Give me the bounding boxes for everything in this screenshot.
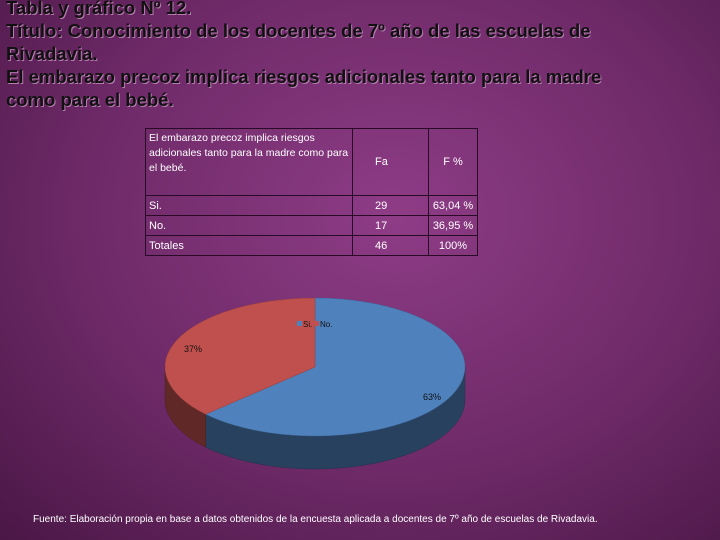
row-fpct: 36,95 % (428, 215, 478, 236)
legend-swatch-si (297, 321, 302, 326)
row-label: Totales (145, 235, 353, 256)
title-line-3: Rivadavia. (6, 43, 98, 64)
table-header-row: El embarazo precoz implica riesgos adici… (145, 128, 478, 196)
source-note: Fuente: Elaboración propia en base a dat… (33, 514, 598, 525)
title-line-1: Tabla y gráfico Nº 12. (6, 0, 192, 18)
pie-chart: 63% 37% Si. No. (164, 297, 466, 470)
legend-swatch-no (314, 321, 319, 326)
pie-slice-si (205, 297, 466, 437)
data-label-no: 37% (184, 344, 202, 354)
slide-title: Tabla y gráfico Nº 12. Título: Conocimie… (6, 0, 706, 111)
table-row: Totales 46 100% (145, 235, 478, 256)
header-question: El embarazo precoz implica riesgos adici… (145, 128, 353, 196)
table-row: No. 17 36,95 % (145, 215, 478, 236)
row-fa: 46 (352, 235, 429, 256)
data-label-si: 63% (423, 392, 441, 402)
row-fa: 17 (352, 215, 429, 236)
title-line-4: El embarazo precoz implica riesgos adici… (6, 66, 602, 87)
header-fpct: F % (428, 128, 478, 196)
table-row: Si. 29 63,04 % (145, 195, 478, 216)
pie-slice-no (164, 297, 316, 415)
frequency-table: El embarazo precoz implica riesgos adici… (145, 128, 478, 256)
header-fa: Fa (352, 128, 429, 196)
row-label: Si. (145, 195, 353, 216)
legend-label-si: Si. (303, 320, 312, 329)
legend-label-no: No. (320, 320, 332, 329)
row-label: No. (145, 215, 353, 236)
row-fpct: 63,04 % (428, 195, 478, 216)
row-fpct: 100% (428, 235, 478, 256)
title-line-5: como para el bebé. (6, 89, 174, 110)
title-line-2: Título: Conocimiento de los docentes de … (6, 20, 591, 41)
row-fa: 29 (352, 195, 429, 216)
